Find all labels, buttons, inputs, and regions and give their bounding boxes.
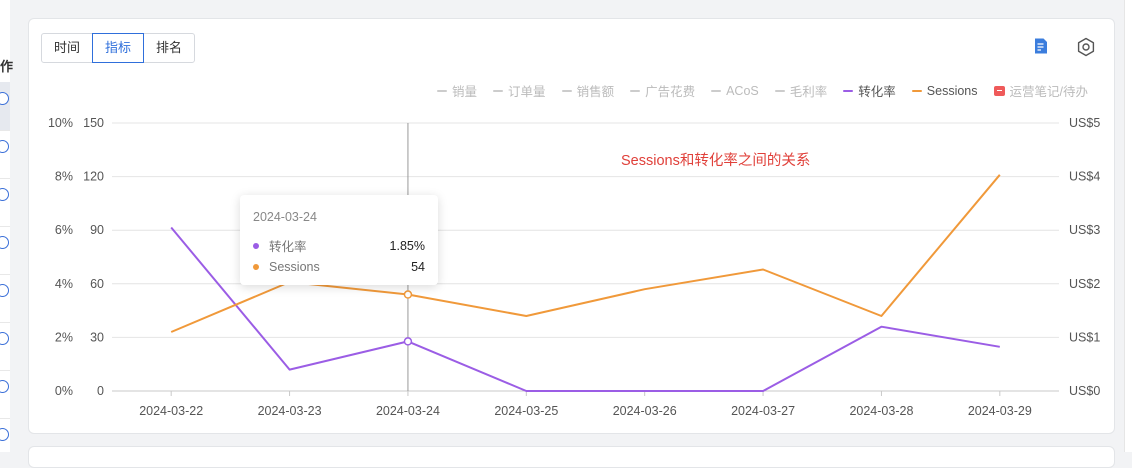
y-tick-label-currency: US$5 (1069, 116, 1100, 130)
x-tick-label: 2024-03-22 (139, 404, 203, 418)
legend-item-sessions[interactable]: Sessions (911, 81, 978, 100)
legend-swatch (493, 89, 504, 92)
tooltip-series-value: 54 (411, 260, 425, 274)
legend-item-gross-margin[interactable]: 毛利率 (774, 81, 828, 100)
hover-point (403, 290, 413, 299)
y-tick-label-percent: 8% (55, 170, 73, 184)
expand-circle-icon[interactable] (0, 188, 9, 201)
left-panel-edge: 作 (0, 0, 14, 452)
row-divider (0, 130, 10, 131)
y-tick-label-count: 150 (83, 116, 104, 130)
x-tick-label: 2024-03-27 (731, 404, 795, 418)
legend-swatch (774, 89, 785, 92)
right-panel-edge (1124, 0, 1132, 452)
y-tick-label-percent: 6% (55, 223, 73, 237)
expand-circle-icon[interactable] (0, 380, 9, 393)
tooltip-series-name: 转化率 (269, 240, 307, 254)
row-divider (0, 274, 10, 275)
selected-row-highlight (0, 82, 10, 130)
gear-icon[interactable] (1076, 37, 1096, 57)
x-tick-label: 2024-03-24 (376, 404, 440, 418)
x-tick-label: 2024-03-26 (613, 404, 677, 418)
hover-point (403, 337, 413, 346)
x-tick-label: 2024-03-28 (849, 404, 913, 418)
tooltip-row-sessions: Sessions 54 (253, 260, 425, 274)
y-tick-label-count: 60 (90, 277, 104, 291)
row-divider (0, 178, 10, 179)
line-chart: 0% 0 US$0 2% 30 US$1 4% 60 US$2 6% 90 US$3 8% 120 US$4… (48, 116, 1100, 418)
y-tick-label-percent: 0% (55, 384, 73, 398)
series-line (170, 226, 1000, 392)
legend-label: 毛利率 (789, 85, 828, 99)
legend-swatch (843, 89, 854, 92)
tooltip-dot (253, 242, 259, 249)
chart-card: 时间 指标 排名 销量 订单量 销售额 广告花费 ACoS 毛利率 转化率 Se… (28, 18, 1115, 434)
chart-tooltip: 2024-03-24 转化率 1.85% Sessions 54 (240, 195, 438, 285)
x-tick-label: 2024-03-23 (258, 404, 322, 418)
next-card (28, 446, 1115, 468)
legend-item-acos[interactable]: ACoS (711, 81, 759, 100)
y-tick-label-count: 30 (90, 330, 104, 344)
legend-label: 销量 (452, 85, 478, 99)
legend-swatch (911, 89, 922, 92)
chart-legend: 销量 订单量 销售额 广告花费 ACoS 毛利率 转化率 Sessions 运营… (437, 81, 1088, 100)
view-mode-tabs: 时间 指标 排名 (41, 33, 196, 63)
y-tick-label-percent: 2% (55, 330, 73, 344)
legend-label: 订单量 (508, 85, 546, 99)
legend-swatch (630, 89, 641, 92)
legend-label: 广告花费 (645, 85, 696, 99)
x-tick-label: 2024-03-29 (968, 404, 1032, 418)
legend-item-revenue[interactable]: 销售额 (561, 81, 615, 100)
y-tick-label-currency: US$2 (1069, 277, 1100, 291)
legend-item-sales[interactable]: 销量 (437, 81, 477, 100)
legend-label: 销售额 (576, 85, 615, 99)
legend-item-notes[interactable]: 运营笔记/待办 (993, 81, 1088, 100)
tooltip-date: 2024-03-24 (253, 210, 317, 224)
y-tick-label-count: 120 (83, 170, 104, 184)
x-tick-label: 2024-03-25 (494, 404, 558, 418)
chart-actions (1032, 37, 1096, 57)
note-icon (993, 85, 1005, 96)
legend-label: ACoS (726, 83, 759, 98)
cut-off-text: 作 (0, 59, 14, 74)
row-divider (0, 418, 10, 419)
row-divider (0, 370, 10, 371)
tooltip-row-conversion: 转化率 1.85% (253, 236, 425, 255)
tab-time[interactable]: 时间 (41, 33, 94, 63)
expand-circle-icon[interactable] (0, 140, 9, 153)
tooltip-dot (253, 264, 259, 270)
y-tick-label-percent: 4% (55, 277, 73, 291)
chart-annotation: Sessions和转化率之间的关系 (621, 153, 811, 169)
doc-edit-icon[interactable] (1032, 37, 1050, 55)
legend-item-conversion-rate[interactable]: 转化率 (843, 81, 896, 100)
legend-label: 转化率 (858, 85, 896, 99)
y-tick-label-count: 0 (97, 384, 104, 398)
expand-circle-icon[interactable] (0, 332, 9, 345)
tooltip-series-value: 1.85% (389, 238, 425, 253)
legend-swatch (437, 89, 448, 92)
tooltip-series-name: Sessions (269, 260, 320, 274)
row-divider (0, 322, 10, 323)
expand-circle-icon[interactable] (0, 284, 9, 297)
y-tick-label-currency: US$3 (1069, 223, 1100, 237)
legend-label: 运营笔记/待办 (1009, 85, 1088, 99)
legend-item-ad-spend[interactable]: 广告花费 (630, 81, 695, 100)
legend-label: Sessions (926, 83, 978, 98)
expand-circle-icon[interactable] (0, 428, 9, 441)
y-tick-label-count: 90 (90, 223, 104, 237)
y-tick-label-percent: 10% (48, 116, 73, 130)
y-tick-label-currency: US$0 (1069, 384, 1100, 398)
legend-swatch (561, 89, 572, 92)
legend-item-orders[interactable]: 订单量 (493, 81, 546, 100)
y-tick-label-currency: US$1 (1069, 330, 1100, 344)
tab-metrics[interactable]: 指标 (92, 33, 145, 63)
expand-circle-icon[interactable] (0, 92, 9, 105)
expand-circle-icon[interactable] (0, 236, 9, 249)
legend-swatch (711, 89, 722, 92)
row-divider (0, 226, 10, 227)
y-tick-label-currency: US$4 (1069, 170, 1100, 184)
